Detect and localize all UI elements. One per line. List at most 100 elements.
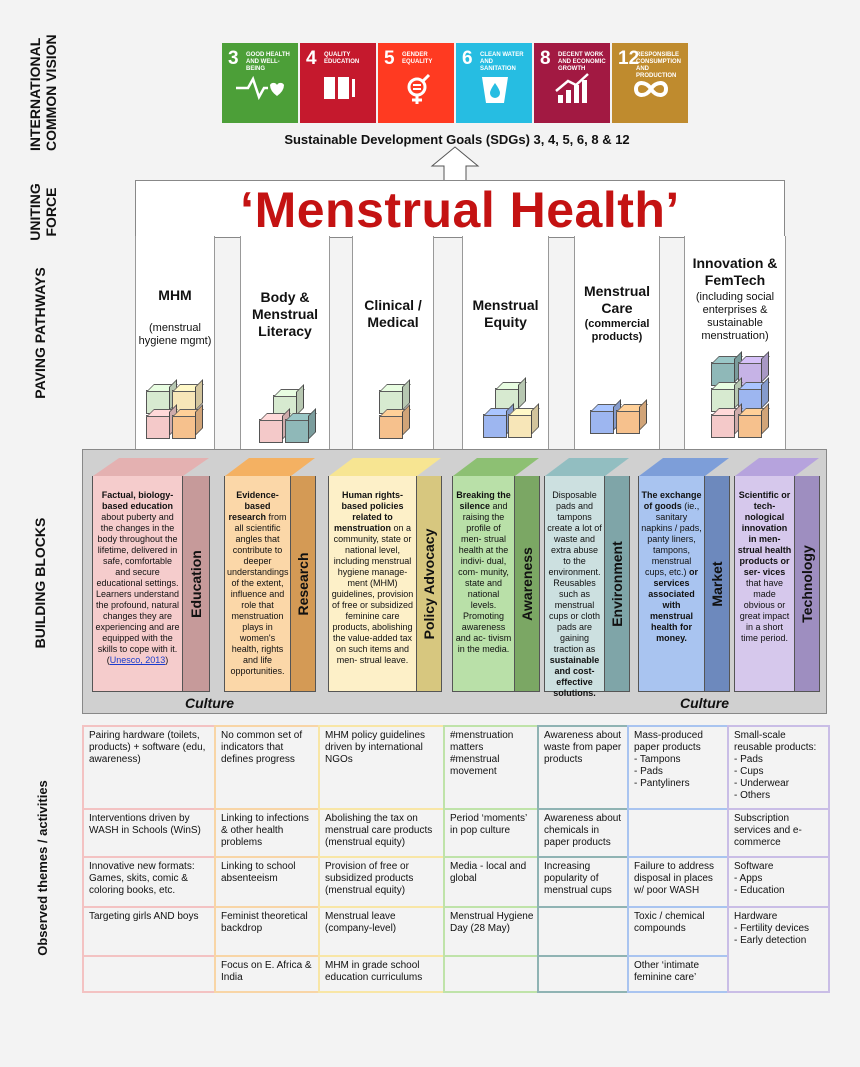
themes-grid: Pairing hardware (toilets, products) + s… xyxy=(82,725,830,993)
sdg-label: RESPONSIBLE CONSUMPTION AND PRODUCTION xyxy=(636,52,681,79)
pillar-title: Innovation & FemTech xyxy=(692,255,778,288)
sdg-label: DECENT WORK AND ECONOMIC GROWTH xyxy=(558,52,606,72)
sdg-tile-5: 5 GENDER EQUALITY xyxy=(378,43,454,123)
block-top xyxy=(639,458,729,476)
theme-cell xyxy=(537,955,631,993)
block-front: Evidence-based research from all scienti… xyxy=(225,476,291,691)
block-label: Awareness xyxy=(519,546,535,621)
building-block-environment: Disposable pads and tampons create a lot… xyxy=(544,458,630,698)
cube-icon xyxy=(285,419,309,443)
sdg-label: QUALITY EDUCATION xyxy=(324,52,360,65)
cube-icon xyxy=(172,415,196,439)
sdg-tile-12: 12 RESPONSIBLE CONSUMPTION AND PRODUCTION xyxy=(612,43,688,123)
sdg-label: GOOD HEALTH AND WELL-BEING xyxy=(246,52,290,72)
theme-cell: Hardware - Fertility devices - Early det… xyxy=(727,906,830,993)
label-uniting-force: UNITING FORCE xyxy=(27,183,59,241)
theme-cell: Media - local and global xyxy=(443,856,541,910)
uniting-force-box xyxy=(135,180,785,238)
pillar-title: Menstrual Equity xyxy=(472,297,539,330)
theme-cell: #menstruation matters #menstrual movemen… xyxy=(443,725,541,812)
sdg-label: CLEAN WATER AND SANITATION xyxy=(480,52,524,72)
block-top xyxy=(93,458,209,476)
up-arrow-icon xyxy=(430,146,480,182)
block-front: Scientific or tech- nological innovation… xyxy=(735,476,795,691)
theme-cell xyxy=(443,955,541,993)
sdg-tile-4: 4 QUALITY EDUCATION xyxy=(300,43,376,123)
block-label: Education xyxy=(188,549,204,618)
building-block-technology: Scientific or tech- nological innovation… xyxy=(734,458,820,692)
block-front: Factual, biology-based education about p… xyxy=(93,476,183,691)
theme-cell: Feminist theoretical backdrop xyxy=(214,906,322,959)
label-observed-themes: Observed themes / activities xyxy=(35,780,50,956)
block-front: Human rights-based policies related to m… xyxy=(329,476,417,691)
theme-cell: Pairing hardware (toilets, products) + s… xyxy=(82,725,218,812)
label-paving-pathways: PAVING PATHWAYS xyxy=(32,267,48,399)
sdg-caption: Sustainable Development Goals (SDGs) 3, … xyxy=(284,132,630,147)
cube-icon xyxy=(146,415,170,439)
theme-cell: Period ‘moments’ in pop culture xyxy=(443,808,541,860)
building-block-education: Factual, biology-based education about p… xyxy=(92,458,210,692)
pillar-title: Menstrual Care xyxy=(583,283,651,316)
theme-cell: Software - Apps - Education xyxy=(727,856,830,910)
pillar-6: Innovation & FemTech (including social en… xyxy=(684,236,786,450)
sdg-tile-8: 8 DECENT WORK AND ECONOMIC GROWTH xyxy=(534,43,610,123)
sdg-number: 4 xyxy=(306,48,317,69)
theme-cell: Interventions driven by WASH in Schools … xyxy=(82,808,218,860)
theme-cell: Provision of free or subsidized products… xyxy=(318,856,447,910)
block-label: Policy Advocacy xyxy=(421,528,437,639)
building-block-awareness: Breaking the silence and raising the pro… xyxy=(452,458,540,692)
block-side: Policy Advocacy xyxy=(417,476,441,691)
block-side: Education xyxy=(183,476,209,691)
sdg-number: 12 xyxy=(618,48,640,69)
building-block-market: The exchange of goods (ie., sanitary nap… xyxy=(638,458,730,692)
block-label: Research xyxy=(295,551,311,616)
block-label: Environment xyxy=(609,540,625,627)
block-front: Disposable pads and tampons create a lot… xyxy=(545,476,605,698)
cube-icon xyxy=(711,414,735,438)
sdg-number: 5 xyxy=(384,48,395,69)
pillar-title: MHM xyxy=(158,287,192,303)
theme-cell xyxy=(537,906,631,959)
cube-icon xyxy=(590,410,614,434)
theme-cell: Linking to infections & other health pro… xyxy=(214,808,322,860)
theme-cell: Small-scale reusable products: - Pads - … xyxy=(727,725,830,812)
theme-cell: Innovative new formats: Games, skits, co… xyxy=(82,856,218,910)
block-description: Breaking the silence and raising the pro… xyxy=(455,490,512,654)
block-front: The exchange of goods (ie., sanitary nap… xyxy=(639,476,705,691)
block-top xyxy=(225,458,315,476)
theme-cell: Abolishing the tax on menstrual care pro… xyxy=(318,808,447,860)
block-side: Research xyxy=(291,476,315,691)
block-description: The exchange of goods (ie., sanitary nap… xyxy=(641,490,702,643)
theme-cell xyxy=(627,808,731,860)
sdg-label: GENDER EQUALITY xyxy=(402,52,433,65)
theme-cell: Mass-produced paper products - Tampons -… xyxy=(627,725,731,812)
pillar-subtitle: (commercial products) xyxy=(584,318,650,343)
theme-cell: No common set of indicators that defines… xyxy=(214,725,322,812)
cube-icon xyxy=(738,414,762,438)
block-description: Evidence-based research from all scienti… xyxy=(227,490,289,676)
block-description: Scientific or tech- nological innovation… xyxy=(737,490,792,643)
theme-cell: Toxic / chemical compounds xyxy=(627,906,731,959)
building-block-policy-advocacy: Human rights-based policies related to m… xyxy=(328,458,442,692)
block-side: Awareness xyxy=(515,476,539,691)
block-side: Technology xyxy=(795,476,819,691)
theme-cell: Targeting girls AND boys xyxy=(82,906,218,959)
label-building-blocks: BUILDING BLOCKS xyxy=(32,517,48,649)
cube-icon xyxy=(379,415,403,439)
sdg-tile-6: 6 CLEAN WATER AND SANITATION xyxy=(456,43,532,123)
block-front: Breaking the silence and raising the pro… xyxy=(453,476,515,691)
pillar-subtitle: (including social enterprises & sustaina… xyxy=(695,291,775,342)
sdg-tile-3: 3 GOOD HEALTH AND WELL-BEING xyxy=(222,43,298,123)
main-title: ‘Menstrual Health’ xyxy=(240,182,680,238)
theme-cell: Linking to school absenteeism xyxy=(214,856,322,910)
block-description: Factual, biology-based education about p… xyxy=(95,490,180,665)
citation-link[interactable]: Unesco, 2013 xyxy=(109,655,166,665)
theme-cell xyxy=(82,955,218,993)
theme-cell: Awareness about waste from paper product… xyxy=(537,725,631,812)
theme-cell: MHM in grade school education curriculum… xyxy=(318,955,447,993)
pillar-title: Clinical / Medical xyxy=(364,297,422,330)
pillar-subtitle: (menstrual hygiene mgmt) xyxy=(138,322,212,347)
sdg-number: 3 xyxy=(228,48,239,69)
theme-cell: Awareness about chemicals in paper produ… xyxy=(537,808,631,860)
block-description: Human rights-based policies related to m… xyxy=(331,490,414,665)
